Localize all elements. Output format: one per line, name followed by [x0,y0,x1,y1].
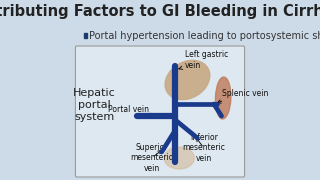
Bar [84,33,87,38]
Text: Portal hypertension leading to portosystemic shunts: Portal hypertension leading to portosyst… [89,30,320,40]
Ellipse shape [215,77,231,119]
Text: Splenic vein: Splenic vein [218,89,268,103]
Text: Superior
mesenteric
vein: Superior mesenteric vein [130,143,173,173]
Ellipse shape [164,147,194,169]
Text: Contributing Factors to GI Bleeding in Cirrhosis: Contributing Factors to GI Bleeding in C… [0,3,320,19]
Text: Left gastric
vein: Left gastric vein [179,50,228,70]
Text: Hepatic
portal
system: Hepatic portal system [73,88,116,122]
Text: Inferior
mesenteric
vein: Inferior mesenteric vein [182,133,225,163]
FancyBboxPatch shape [76,46,244,177]
Ellipse shape [165,60,210,100]
Text: Portal vein: Portal vein [108,105,154,116]
